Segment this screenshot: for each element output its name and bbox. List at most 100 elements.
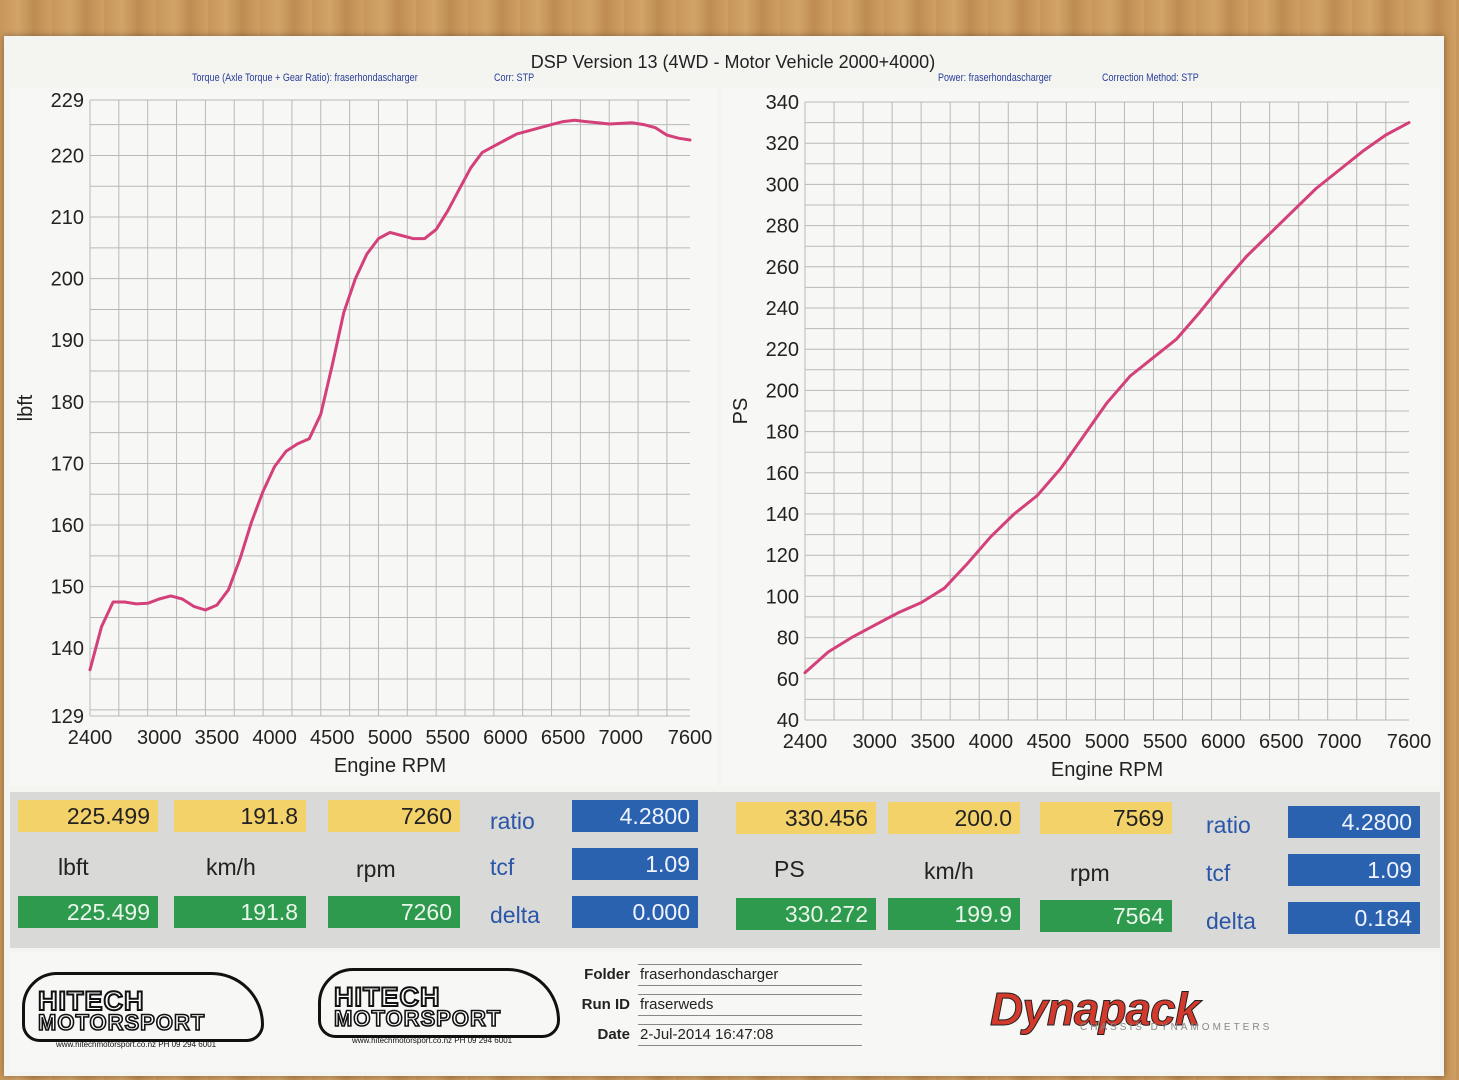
- power-ytick-label: 220: [766, 339, 799, 361]
- power-current-speed: 199.9: [888, 898, 1020, 930]
- power-xtick-label: 7000: [1317, 731, 1362, 753]
- report-title: DSP Version 13 (4WD - Motor Vehicle 2000…: [530, 52, 936, 72]
- folder-value: fraserhondascharger: [638, 964, 862, 986]
- dynapack-logo: Dynapack CHASSIS DYNAMOMETERS: [989, 982, 1269, 1036]
- torque-yaxis-label: lbft: [15, 394, 37, 421]
- dynapack-wordmark: Dynapack: [989, 983, 1200, 1036]
- torque-peak-value: 225.499: [18, 800, 158, 832]
- logo-text-hitech-2: HITECH: [333, 981, 441, 1013]
- torque-correction: Corr: STP: [494, 72, 535, 84]
- logo-text-motorsport-2: MOTORSPORT: [333, 1005, 502, 1032]
- tcf-label-right: tcf: [1206, 860, 1231, 886]
- torque-ytick-label: 229: [51, 90, 84, 112]
- logo-contact: www.hitechmotorsport.co.nz PH 09 294 600…: [56, 1040, 217, 1049]
- torque-subtitle: Torque (Axle Torque + Gear Ratio): frase…: [192, 72, 418, 84]
- logo-contact-2: www.hitechmotorsport.co.nz PH 09 294 600…: [352, 1036, 513, 1045]
- power-ytick-label: 200: [766, 380, 799, 402]
- torque-xtick-label: 6000: [483, 727, 528, 749]
- tcf-value-right: 1.09: [1288, 854, 1420, 886]
- ratio-label-right: ratio: [1206, 812, 1251, 838]
- report-footer: HITECH MOTORSPORT www.hitechmotorsport.c…: [10, 952, 1440, 1072]
- torque-xtick-label: 5500: [425, 727, 470, 749]
- power-ytick-label: 300: [766, 174, 799, 196]
- power-ytick-label: 180: [766, 422, 799, 444]
- power-xtick-label: 7600: [1387, 731, 1432, 753]
- delta-label-left: delta: [490, 902, 540, 928]
- power-ytick-label: 280: [766, 216, 799, 238]
- unit-kmh-left: km/h: [206, 854, 256, 880]
- torque-ytick-label: 160: [51, 515, 84, 537]
- torque-peak-rpm: 7260: [328, 800, 460, 832]
- power-peak-speed: 200.0: [888, 802, 1020, 834]
- unit-ps: PS: [774, 856, 805, 882]
- ratio-value-left: 4.2800: [572, 800, 698, 832]
- power-xtick-label: 4000: [969, 731, 1014, 753]
- torque-ytick-label: 210: [51, 207, 84, 229]
- power-xaxis-label: Engine RPM: [1051, 759, 1163, 781]
- runid-label: Run ID: [581, 996, 630, 1013]
- power-xtick-label: 4500: [1027, 731, 1072, 753]
- power-ytick-label: 340: [766, 92, 799, 114]
- torque-ytick-label: 170: [51, 453, 84, 475]
- torque-xtick-label: 2400: [68, 727, 113, 749]
- torque-ytick-label: 140: [51, 638, 84, 660]
- power-series-line: [803, 121, 1411, 675]
- report-header: DSP Version 13 (4WD - Motor Vehicle 2000…: [10, 48, 1440, 88]
- torque-current-value: 225.499: [18, 896, 158, 928]
- unit-rpm-right: rpm: [1070, 860, 1110, 886]
- power-ytick-label: 100: [766, 586, 799, 608]
- torque-xtick-label: 3500: [195, 727, 240, 749]
- torque-ytick-label: 129: [51, 706, 84, 728]
- tcf-value-left: 1.09: [572, 848, 698, 880]
- ratio-label-left: ratio: [490, 808, 535, 834]
- torque-xtick-label: 4500: [310, 727, 355, 749]
- unit-lbft: lbft: [58, 854, 89, 880]
- power-xtick-label: 5500: [1143, 731, 1188, 753]
- power-ytick-label: 140: [766, 504, 799, 526]
- runid-value: fraserweds: [638, 994, 862, 1016]
- torque-ytick-label: 200: [51, 269, 84, 291]
- hitech-logo: HITECH MOTORSPORT www.hitechmotorsport.c…: [16, 968, 266, 1052]
- readout-panel: 225.499 191.8 7260 ratio 4.2800 lbft km/…: [10, 792, 1440, 948]
- power-current-value: 330.272: [736, 898, 876, 930]
- torque-ytick-label: 190: [51, 330, 84, 352]
- logo-text-motorsport: MOTORSPORT: [37, 1009, 206, 1036]
- power-xtick-label: 2400: [783, 731, 828, 753]
- torque-current-rpm: 7260: [328, 896, 460, 928]
- unit-kmh-right: km/h: [924, 858, 974, 884]
- power-xtick-label: 6500: [1259, 731, 1304, 753]
- torque-xtick-label: 3000: [137, 727, 182, 749]
- torque-chart-panel: 129 140 150 160 170 180 190 200 210 220 229 2400 300…: [10, 88, 717, 786]
- power-peak-value: 330.456: [736, 802, 876, 834]
- torque-chart: 129 140 150 160 170 180 190 200 210 220 229 2400 300…: [15, 90, 713, 777]
- delta-value-left: 0.000: [572, 896, 698, 928]
- date-value: 2-Jul-2014 16:47:08: [638, 1024, 862, 1046]
- power-xtick-label: 6000: [1201, 731, 1246, 753]
- torque-xtick-label: 7600: [668, 727, 713, 749]
- torque-ytick-label: 220: [51, 145, 84, 167]
- dynapack-tagline: CHASSIS DYNAMOMETERS: [1080, 1022, 1273, 1033]
- unit-rpm-left: rpm: [356, 856, 396, 882]
- power-ytick-label: 320: [766, 133, 799, 155]
- torque-xtick-label: 5000: [368, 727, 413, 749]
- torque-ytick-label: 180: [51, 392, 84, 414]
- power-yaxis-label: PS: [730, 398, 752, 425]
- power-chart: 40 60 80 100 120 140 160 180 200 220 240 260 280 300 3…: [730, 92, 1432, 781]
- tcf-label-left: tcf: [490, 854, 515, 880]
- power-chart-panel: 40 60 80 100 120 140 160 180 200 220 240 260 280 300 3…: [721, 88, 1440, 786]
- folder-label: Folder: [584, 966, 630, 983]
- torque-series-line: [88, 118, 692, 672]
- torque-xtick-label: 6500: [541, 727, 586, 749]
- power-ytick-label: 240: [766, 298, 799, 320]
- power-xtick-label: 3000: [852, 731, 897, 753]
- power-ytick-label: 40: [777, 710, 799, 732]
- torque-xtick-label: 4000: [252, 727, 297, 749]
- torque-xaxis-label: Engine RPM: [334, 755, 446, 777]
- torque-ytick-label: 150: [51, 577, 84, 599]
- power-ytick-label: 80: [777, 628, 799, 650]
- torque-current-speed: 191.8: [174, 896, 306, 928]
- power-ytick-label: 60: [777, 669, 799, 691]
- delta-label-right: delta: [1206, 908, 1256, 934]
- power-xtick-label: 3500: [911, 731, 956, 753]
- power-ytick-label: 160: [766, 463, 799, 485]
